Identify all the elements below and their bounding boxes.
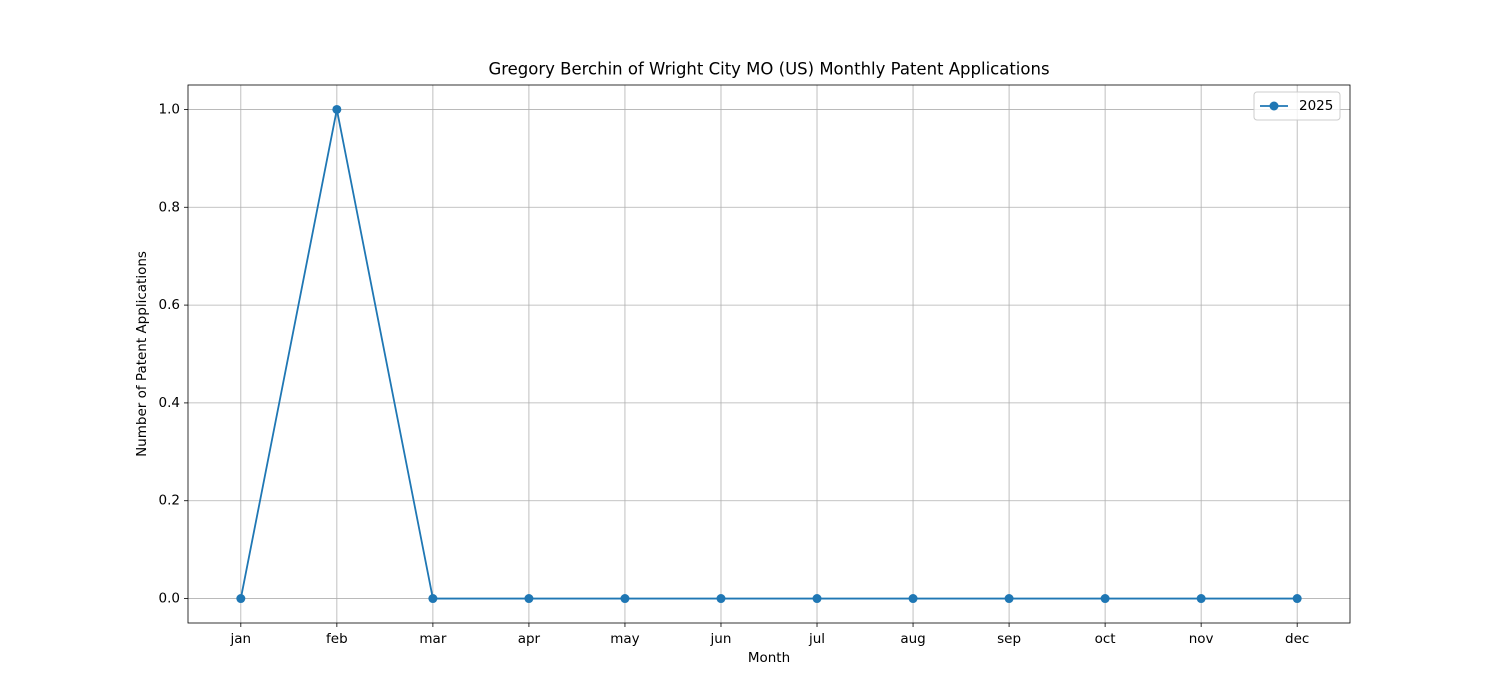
x-tick-label: aug — [900, 631, 925, 647]
x-tick-label: feb — [326, 631, 348, 647]
y-axis-label: Number of Patent Applications — [134, 251, 150, 457]
point — [813, 594, 822, 603]
point — [1293, 594, 1302, 603]
x-tick-label: jun — [710, 631, 732, 647]
y-tick-label: 0.8 — [159, 199, 180, 215]
chart: Gregory Berchin of Wright City MO (US) M… — [0, 0, 1500, 700]
y-tick-label: 0.2 — [159, 493, 180, 509]
x-tick-label: jan — [230, 631, 252, 647]
point — [1005, 594, 1014, 603]
point — [620, 594, 629, 603]
point — [332, 105, 341, 114]
x-tick-label: dec — [1285, 631, 1309, 647]
x-tick-label: mar — [419, 631, 446, 647]
x-tick-label: jul — [808, 631, 825, 647]
point — [524, 594, 533, 603]
x-axis-label: Month — [748, 650, 790, 666]
x-tick-label: nov — [1189, 631, 1214, 647]
x-tick-label: may — [610, 631, 639, 647]
point — [716, 594, 725, 603]
x-tick-label: sep — [997, 631, 1021, 647]
legend-marker — [1270, 102, 1279, 111]
x-tick-label: oct — [1095, 631, 1116, 647]
point — [428, 594, 437, 603]
legend-label: 2025 — [1299, 98, 1333, 114]
point — [1101, 594, 1110, 603]
x-tick-label: apr — [518, 631, 541, 647]
y-tick-label: 0.6 — [159, 297, 180, 313]
y-tick-label: 0.4 — [159, 395, 180, 411]
point — [1197, 594, 1206, 603]
point — [909, 594, 918, 603]
point — [236, 594, 245, 603]
chart-title: Gregory Berchin of Wright City MO (US) M… — [488, 60, 1049, 79]
y-tick-label: 0.0 — [159, 591, 180, 607]
y-tick-label: 1.0 — [159, 101, 180, 117]
